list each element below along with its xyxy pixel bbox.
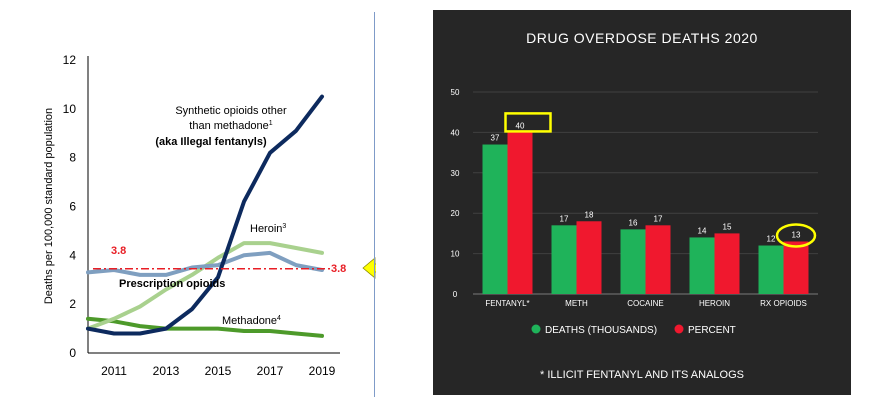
y-axis-label: Deaths per 100,000 standard population bbox=[43, 108, 55, 304]
percent-bar bbox=[714, 233, 740, 294]
data-label: 17 bbox=[560, 214, 569, 223]
y-tick-label: 0 bbox=[69, 346, 76, 360]
synthetic-annotation-line1: Synthetic opioids other bbox=[175, 105, 287, 117]
x-tick-label: 2013 bbox=[153, 364, 180, 378]
data-label: 18 bbox=[585, 210, 594, 219]
synthetic-annotation-aka: (aka Illegal fentanyls) bbox=[155, 136, 267, 148]
y-tick-label: 10 bbox=[451, 250, 460, 259]
y-tick-label: 4 bbox=[69, 248, 76, 262]
line-chart: Deaths per 100,000 standard population 0… bbox=[43, 53, 403, 378]
legend-deaths-marker bbox=[531, 324, 541, 334]
data-label: 16 bbox=[629, 218, 638, 227]
methadone-line bbox=[86, 316, 324, 338]
left-chart-panel: Deaths per 100,000 standard population 0… bbox=[0, 0, 403, 405]
chart-title: DRUG OVERDOSE DEATHS 2020 bbox=[526, 30, 758, 46]
category-label: RX OPIOIDS bbox=[760, 299, 807, 308]
y-tick-label: 8 bbox=[69, 151, 76, 165]
heroin-annotation: Heroin3 bbox=[250, 223, 286, 235]
data-label: 15 bbox=[723, 222, 732, 231]
bar-chart: DRUG OVERDOSE DEATHS 2020 0 10 20 30 40 50 37… bbox=[451, 30, 818, 381]
deaths-bar bbox=[758, 245, 784, 294]
percent-bar bbox=[645, 225, 671, 294]
legend-percent-marker bbox=[674, 324, 684, 334]
y-tick-label: 50 bbox=[451, 88, 460, 97]
data-label: 37 bbox=[491, 134, 500, 143]
y-tick-label: 12 bbox=[63, 53, 77, 67]
legend-deaths-label: DEATHS (THOUSANDS) bbox=[545, 325, 657, 336]
data-label: 12 bbox=[767, 235, 776, 244]
deaths-bar bbox=[689, 237, 715, 294]
highlight-circle bbox=[775, 223, 817, 248]
deaths-bar bbox=[551, 225, 577, 294]
prescription-annotation: Prescription opioids bbox=[119, 278, 225, 290]
reference-value-right: 3.8 bbox=[331, 263, 346, 275]
methadone-annotation: Methadone4 bbox=[222, 315, 281, 327]
footnote: * ILLICIT FENTANYL AND ITS ANALOGS bbox=[540, 369, 744, 381]
highlight-box bbox=[504, 112, 552, 133]
data-label: 17 bbox=[654, 214, 663, 223]
x-tick-label: 2017 bbox=[257, 364, 284, 378]
deaths-bar bbox=[620, 229, 646, 294]
prescription-opioids-line bbox=[86, 250, 324, 277]
percent-bar bbox=[576, 221, 602, 294]
y-tick-label: 2 bbox=[69, 297, 76, 311]
data-label: 14 bbox=[698, 226, 707, 235]
x-tick-label: 2011 bbox=[101, 364, 127, 378]
y-tick-label: 0 bbox=[453, 290, 458, 299]
percent-bar bbox=[507, 132, 533, 294]
y-tick-label: 10 bbox=[63, 102, 77, 116]
synthetic-annotation-line2: than methadone1 bbox=[189, 120, 273, 132]
y-tick-label: 30 bbox=[451, 169, 460, 178]
panel-divider bbox=[374, 12, 375, 397]
data-label: 40 bbox=[516, 121, 525, 130]
category-label: METH bbox=[565, 299, 588, 308]
category-label: COCAINE bbox=[627, 299, 663, 308]
percent-bar bbox=[783, 241, 809, 294]
x-tick-label: 2019 bbox=[309, 364, 336, 378]
y-tick-label: 40 bbox=[451, 128, 460, 137]
x-tick-label: 2015 bbox=[205, 364, 232, 378]
legend-percent-label: PERCENT bbox=[688, 325, 736, 336]
deaths-bar bbox=[482, 144, 508, 294]
data-label: 13 bbox=[792, 230, 801, 239]
right-chart-panel: DRUG OVERDOSE DEATHS 2020 0 10 20 30 40 50 37… bbox=[433, 10, 851, 395]
category-label: FENTANYL* bbox=[485, 299, 529, 308]
category-label: HEROIN bbox=[699, 299, 730, 308]
y-tick-label: 20 bbox=[451, 209, 460, 218]
synthetic-opioids-line bbox=[86, 94, 324, 336]
y-tick-label: 6 bbox=[69, 200, 76, 214]
reference-value-left: 3.8 bbox=[111, 245, 126, 257]
